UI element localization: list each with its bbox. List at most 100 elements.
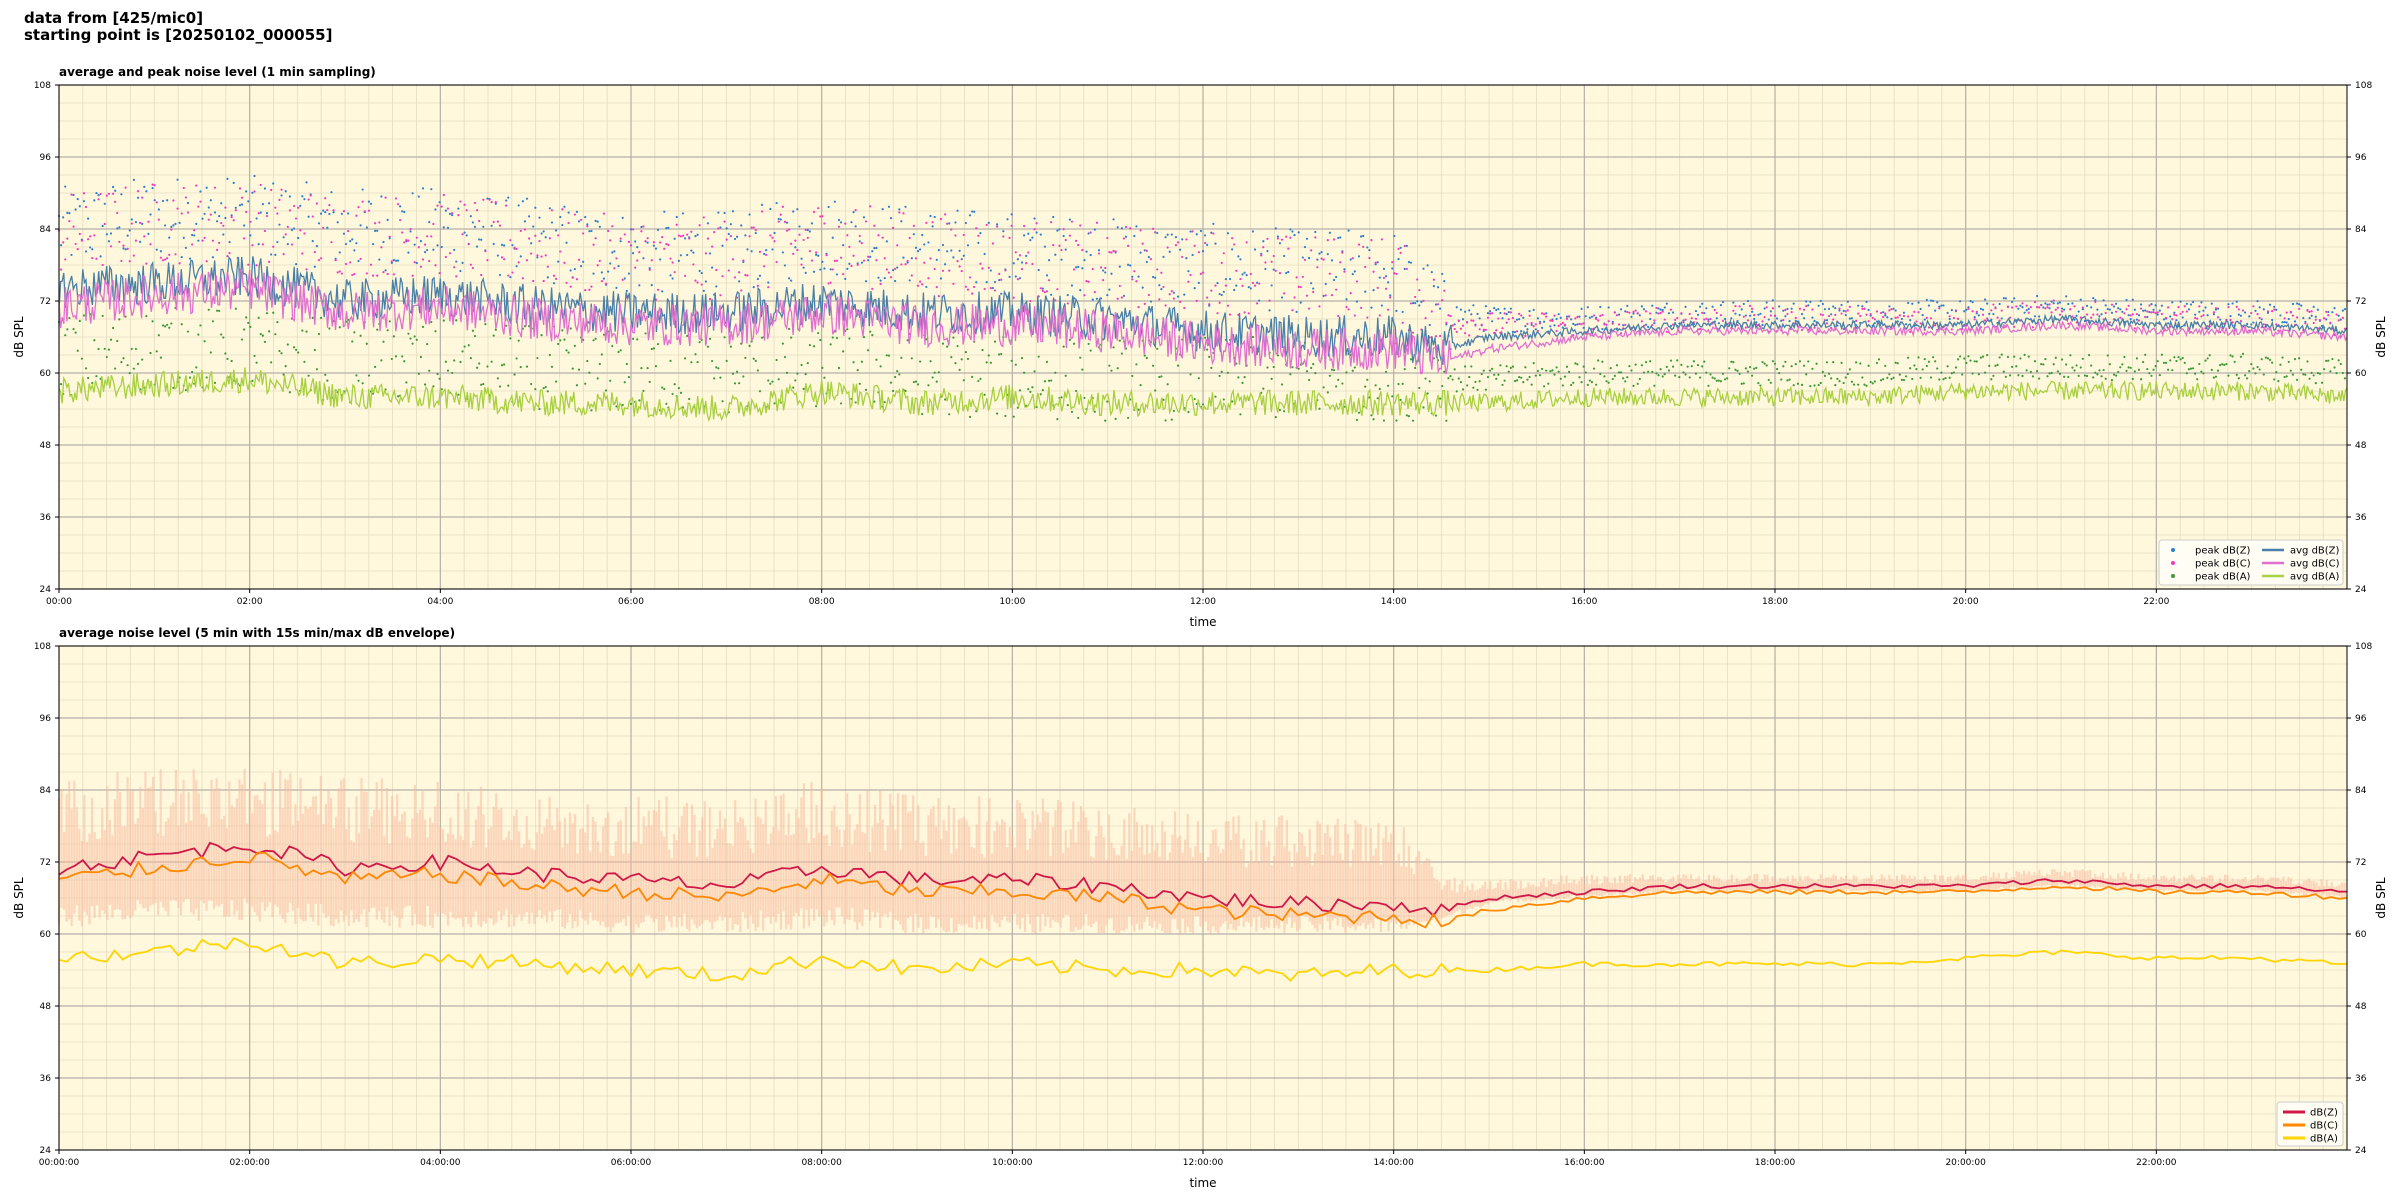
scatter-point <box>2212 376 2215 379</box>
x-tick-label: 18:00:00 <box>1755 1158 1796 1168</box>
scatter-point <box>2006 305 2010 308</box>
scatter-point <box>336 271 339 274</box>
scatter-point <box>773 240 776 243</box>
scatter-point <box>274 333 277 336</box>
scatter-point <box>1023 371 1026 374</box>
scatter-point <box>1773 362 1777 365</box>
scatter-point <box>675 223 678 226</box>
scatter-point <box>1335 385 1338 388</box>
scatter-point <box>507 196 510 199</box>
scatter-point <box>1062 234 1065 238</box>
scatter-point <box>619 349 622 352</box>
scatter-point <box>159 256 163 259</box>
scatter-point <box>1692 321 1695 324</box>
scatter-point <box>2306 360 2309 363</box>
scatter-point <box>700 271 703 275</box>
scatter-point <box>552 274 556 277</box>
scatter-point <box>1503 307 1506 310</box>
scatter-point <box>1245 273 1248 277</box>
scatter-point <box>1850 317 1854 320</box>
scatter-point <box>1278 408 1282 412</box>
scatter-point <box>1060 396 1063 399</box>
scatter-point <box>1268 309 1271 312</box>
scatter-point <box>1310 282 1313 285</box>
scatter-point <box>1555 317 1558 321</box>
scatter-point <box>184 246 187 249</box>
scatter-point <box>251 244 254 247</box>
scatter-point <box>253 190 256 193</box>
scatter-point <box>1195 299 1198 302</box>
scatter-point <box>446 207 450 210</box>
scatter-point <box>1285 271 1288 275</box>
scatter-point <box>692 251 695 254</box>
scatter-point <box>1116 367 1119 370</box>
scatter-point <box>775 358 778 362</box>
scatter-point <box>852 211 855 214</box>
scatter-point <box>667 243 670 247</box>
scatter-point <box>1609 367 1612 370</box>
scatter-point <box>59 383 63 386</box>
scatter-point <box>280 188 283 191</box>
scatter-point <box>883 276 886 280</box>
scatter-point <box>1873 322 1876 325</box>
scatter-point <box>93 339 96 342</box>
scatter-point <box>1959 300 1962 303</box>
scatter-point <box>1114 417 1117 420</box>
scatter-point <box>794 246 797 249</box>
scatter-point <box>2200 301 2203 304</box>
scatter-point <box>1274 416 1277 419</box>
scatter-point <box>1305 370 1309 373</box>
scatter-point <box>962 379 965 382</box>
scatter-point <box>253 354 256 358</box>
scatter-point <box>1647 325 1650 328</box>
scatter-point <box>1657 312 1660 315</box>
scatter-point <box>1085 250 1088 253</box>
scatter-point <box>1222 398 1225 401</box>
scatter-point <box>1337 314 1340 318</box>
scatter-point <box>867 255 870 258</box>
scatter-point <box>2031 375 2035 378</box>
scatter-point <box>713 377 716 380</box>
scatter-point <box>1992 303 1995 306</box>
scatter-point <box>2314 315 2317 318</box>
scatter-point <box>446 369 450 372</box>
scatter-point <box>1630 315 1633 319</box>
scatter-point <box>546 265 549 268</box>
scatter-point <box>134 239 138 242</box>
scatter-point <box>679 254 683 257</box>
scatter-point <box>459 360 462 364</box>
scatter-point <box>1066 302 1069 305</box>
x-tick-label: 10:00:00 <box>992 1158 1033 1168</box>
scatter-point <box>775 201 778 205</box>
scatter-point <box>1746 319 1750 322</box>
scatter-point <box>2285 321 2288 324</box>
scatter-point <box>1264 261 1267 264</box>
scatter-point <box>677 259 680 262</box>
scatter-point <box>700 283 703 286</box>
scatter-point <box>122 244 125 247</box>
legend-marker <box>2171 574 2175 578</box>
scatter-point <box>1896 362 1899 365</box>
scatter-point <box>234 307 237 310</box>
scatter-point <box>230 359 233 363</box>
scatter-point <box>2202 309 2205 312</box>
scatter-point <box>2258 306 2261 309</box>
scatter-point <box>806 361 809 365</box>
scatter-point <box>1794 363 1797 366</box>
scatter-point <box>357 259 360 263</box>
scatter-point <box>1996 316 1999 319</box>
scatter-point <box>904 263 907 266</box>
scatter-point <box>725 238 728 241</box>
scatter-point <box>815 253 818 256</box>
scatter-point <box>211 256 215 259</box>
scatter-point <box>950 249 953 252</box>
scatter-point <box>1295 310 1298 313</box>
scatter-point <box>1156 268 1159 271</box>
scatter-point <box>1603 375 1606 378</box>
scatter-point <box>2198 310 2201 313</box>
scatter-point <box>1867 320 1870 323</box>
scatter-point <box>1809 300 1812 303</box>
scatter-point <box>1289 228 1292 231</box>
scatter-point <box>1324 294 1327 297</box>
scatter-point <box>1174 236 1178 239</box>
